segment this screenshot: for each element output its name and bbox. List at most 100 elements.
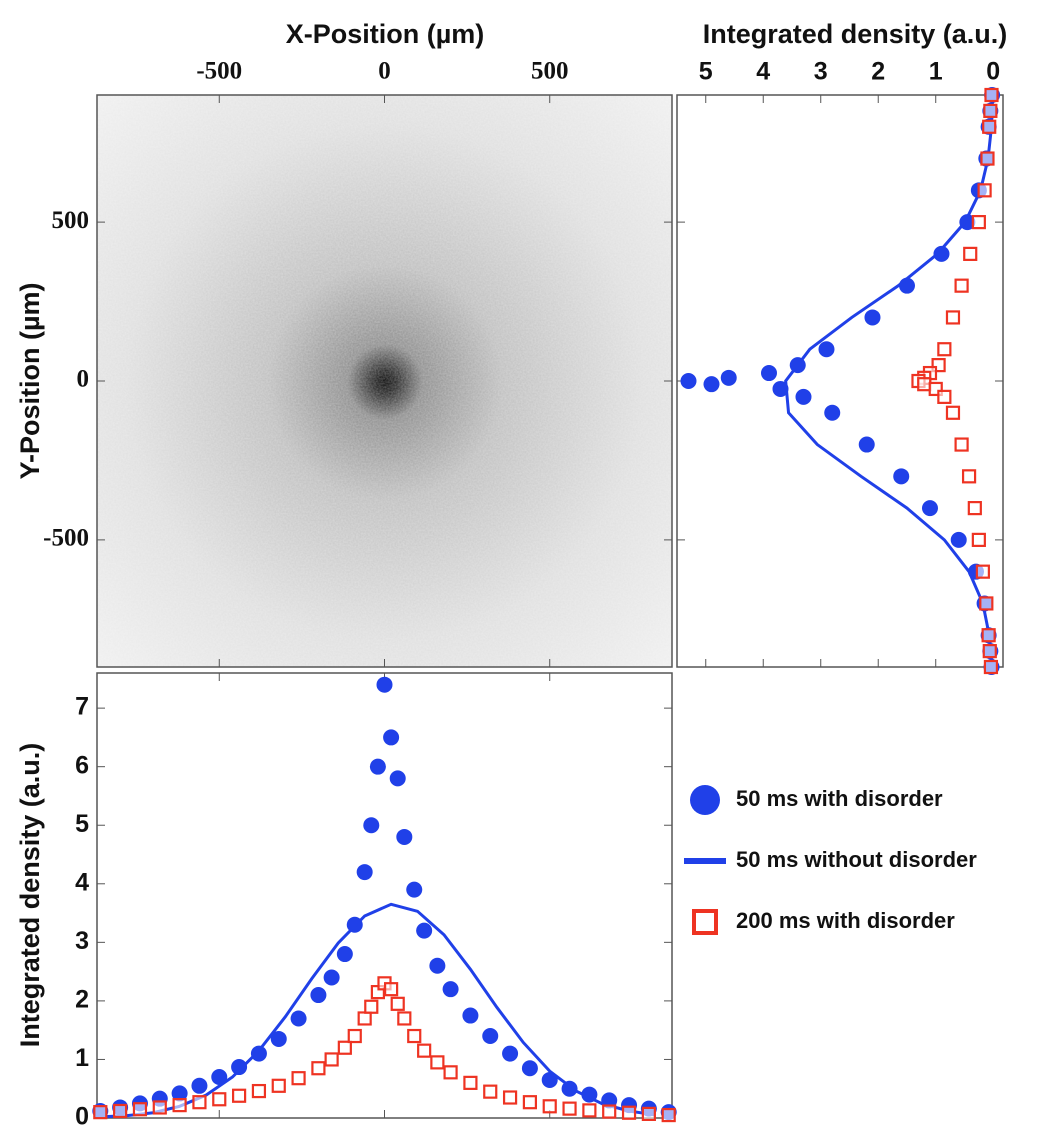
x-tick-label: 0 xyxy=(986,58,1000,86)
x-tick-label: 0 xyxy=(378,58,391,85)
x-axis-title: X-Position (µm) xyxy=(286,19,485,49)
y-tick-label: -500 xyxy=(43,525,89,552)
y-tick-label: 3 xyxy=(75,927,89,955)
data-point xyxy=(390,996,405,1011)
data-point xyxy=(347,1028,362,1044)
y-tick-label: 0 xyxy=(77,366,90,393)
data-point xyxy=(954,278,969,293)
data-point xyxy=(113,1103,128,1119)
data-point xyxy=(562,1101,577,1116)
fit-line xyxy=(784,94,995,668)
data-point xyxy=(983,659,999,675)
data-point xyxy=(933,245,950,262)
y-tick-label: 7 xyxy=(75,693,89,721)
data-point xyxy=(893,468,910,485)
data-point xyxy=(522,1095,538,1110)
data-point xyxy=(641,1106,656,1122)
data-point xyxy=(772,380,789,397)
data-point xyxy=(945,310,961,325)
y-tick-label: 0 xyxy=(75,1103,89,1127)
data-point xyxy=(250,1045,267,1062)
data-point xyxy=(680,373,697,389)
data-point xyxy=(521,1060,538,1077)
data-point xyxy=(954,437,969,452)
data-point xyxy=(937,342,952,357)
data-point xyxy=(231,1088,247,1103)
data-point xyxy=(795,388,812,405)
data-point xyxy=(429,957,446,974)
data-point xyxy=(323,969,340,986)
data-point xyxy=(416,922,433,939)
data-point xyxy=(824,404,841,421)
data-point xyxy=(858,436,875,453)
data-point xyxy=(983,103,998,118)
data-point xyxy=(981,628,996,643)
data-point xyxy=(967,501,982,516)
data-point xyxy=(945,405,961,420)
x-tick-label: 5 xyxy=(699,58,713,86)
y-axis-title: Y-Position (µm) xyxy=(15,282,45,479)
data-point xyxy=(982,644,997,659)
bottom-y-axis-title: Integrated density (a.u.) xyxy=(15,743,45,1048)
data-point xyxy=(336,946,353,963)
data-point xyxy=(502,1045,519,1062)
x-tick-label: 2 xyxy=(871,58,885,86)
data-point xyxy=(937,389,952,404)
data-point xyxy=(971,532,986,547)
data-point xyxy=(760,365,777,382)
data-point xyxy=(407,1028,422,1044)
data-point xyxy=(703,376,720,393)
data-point xyxy=(172,1098,187,1113)
data-point xyxy=(864,309,881,326)
y-tick-label: 5 xyxy=(75,810,89,838)
data-point xyxy=(963,246,978,261)
data-point xyxy=(406,881,423,898)
data-point xyxy=(291,1071,306,1086)
y-tick-label: 1 xyxy=(75,1044,89,1072)
data-point xyxy=(818,341,835,358)
data-point xyxy=(363,817,380,834)
data-point xyxy=(171,1085,188,1102)
data-point xyxy=(979,596,994,611)
data-point xyxy=(975,564,990,579)
data-point xyxy=(356,864,373,881)
data-point xyxy=(982,119,997,134)
data-point xyxy=(364,999,379,1014)
data-point xyxy=(369,758,386,775)
data-point xyxy=(324,1052,339,1067)
data-point xyxy=(231,1059,248,1076)
data-point xyxy=(310,987,327,1004)
data-point xyxy=(950,531,967,548)
data-point xyxy=(271,1078,286,1093)
data-point xyxy=(443,1065,458,1080)
data-point xyxy=(357,1011,372,1026)
right-x-axis-title: Integrated density (a.u.) xyxy=(703,19,1008,49)
legend-swatch xyxy=(692,909,718,935)
data-point xyxy=(430,1055,445,1070)
data-point xyxy=(389,770,406,787)
data-point xyxy=(984,87,999,103)
data-point xyxy=(661,1107,676,1123)
y-tick-label: 2 xyxy=(75,986,89,1014)
data-point xyxy=(384,982,399,997)
data-point xyxy=(482,1028,499,1045)
data-point xyxy=(311,1061,326,1076)
data-point xyxy=(917,377,932,392)
data-point xyxy=(463,1075,478,1090)
data-point xyxy=(542,1099,557,1114)
x-tick-label: 1 xyxy=(929,58,943,86)
data-point xyxy=(192,1095,207,1110)
legend-label: 50 ms without disorder xyxy=(736,847,977,872)
data-point xyxy=(921,500,938,517)
data-point xyxy=(376,676,393,693)
data-point xyxy=(582,1103,597,1118)
data-point xyxy=(212,1092,227,1107)
data-point xyxy=(397,1011,412,1026)
data-point xyxy=(980,151,995,166)
data-point xyxy=(383,729,400,746)
data-point xyxy=(483,1084,498,1099)
data-point xyxy=(971,215,986,230)
data-point xyxy=(396,828,413,845)
data-point xyxy=(191,1077,208,1094)
